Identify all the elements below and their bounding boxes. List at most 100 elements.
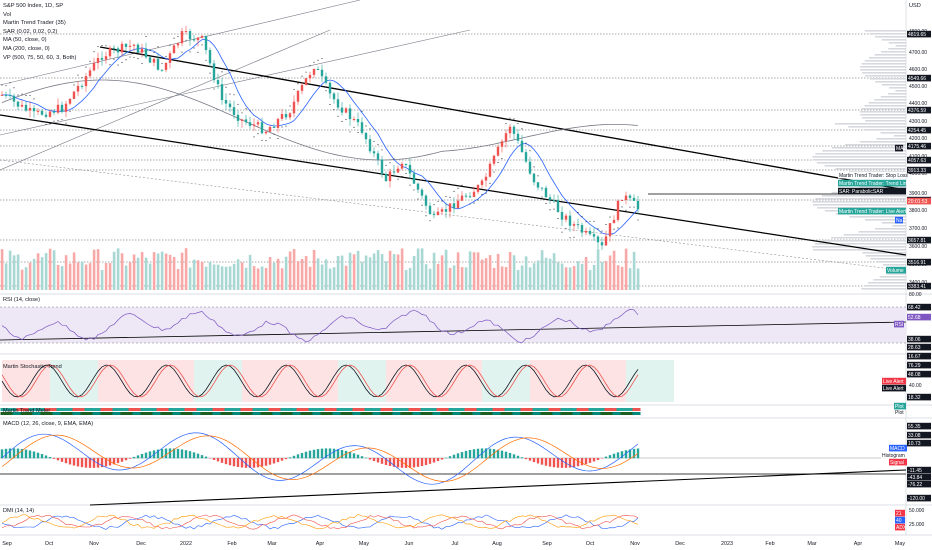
time-tick[interactable]: Aug (492, 541, 502, 547)
candle[interactable] (212, 63, 216, 81)
candle[interactable] (60, 104, 64, 112)
candle[interactable] (300, 85, 304, 91)
time-axis[interactable]: Sep Oct Nov Dec 2022 Feb Mar Apr May Jun Jul Aug Sep… (2, 541, 905, 547)
macd-pane[interactable] (0, 432, 907, 506)
candle[interactable] (124, 43, 128, 47)
macd-title[interactable]: MACD (12, 26, close, 9, EMA, EMA) (3, 421, 94, 427)
candle[interactable] (16, 101, 20, 107)
candle[interactable] (616, 200, 620, 220)
indicator-vp[interactable]: VP (500, 75, 50, 60, 3, Both) (3, 54, 77, 61)
candle[interactable] (256, 122, 260, 125)
candle[interactable] (360, 122, 364, 133)
candle[interactable] (452, 203, 456, 209)
candle[interactable] (488, 163, 492, 177)
candle[interactable] (116, 48, 120, 53)
candle[interactable] (196, 37, 200, 41)
candle[interactable] (248, 122, 252, 126)
candle[interactable] (292, 101, 296, 114)
price-axis[interactable]: 4800.004700.004600.004500.004400.004300.… (838, 29, 931, 531)
candle[interactable] (328, 82, 332, 94)
time-tick[interactable]: Nov (89, 541, 99, 547)
candle[interactable] (340, 107, 344, 113)
candle[interactable] (608, 223, 612, 237)
dmi-pane[interactable] (1, 514, 639, 530)
candle[interactable] (392, 171, 396, 173)
candle[interactable] (296, 90, 300, 102)
candle[interactable] (432, 214, 436, 216)
candle[interactable] (288, 113, 292, 118)
candle[interactable] (276, 118, 280, 128)
candle[interactable] (92, 62, 96, 71)
candle[interactable] (476, 184, 480, 192)
candle[interactable] (72, 91, 76, 99)
candle[interactable] (368, 139, 372, 152)
candle[interactable] (200, 35, 204, 38)
time-tick[interactable]: Sep (2, 541, 12, 547)
candle[interactable] (456, 200, 460, 209)
candle[interactable] (104, 56, 108, 60)
candle[interactable] (544, 187, 548, 198)
time-tick[interactable]: 2023 (721, 541, 733, 547)
candle[interactable] (20, 104, 24, 107)
candle[interactable] (76, 85, 80, 92)
candle[interactable] (420, 189, 424, 196)
candle[interactable] (56, 104, 60, 113)
candle[interactable] (136, 44, 140, 53)
candle[interactable] (40, 110, 44, 115)
candle[interactable] (384, 174, 388, 182)
candle[interactable] (64, 103, 68, 112)
candle[interactable] (68, 98, 72, 104)
indicator-sar[interactable]: SAR (0.02, 0.02, 0.2) (3, 28, 58, 35)
candle[interactable] (36, 110, 40, 112)
candle[interactable] (128, 45, 132, 47)
candle[interactable] (280, 113, 284, 119)
candle[interactable] (620, 199, 624, 201)
candle[interactable] (156, 58, 160, 70)
stochastic-pane[interactable] (1, 360, 674, 402)
candle[interactable] (352, 119, 356, 121)
candle[interactable] (232, 107, 236, 115)
time-tick[interactable]: Dec (675, 541, 685, 547)
candle[interactable] (240, 119, 244, 121)
time-tick[interactable]: Oct (586, 541, 595, 547)
candle[interactable] (528, 161, 532, 174)
candle[interactable] (584, 230, 588, 233)
candle[interactable] (552, 199, 556, 201)
candle[interactable] (612, 219, 616, 224)
time-tick[interactable]: Mar (267, 541, 276, 547)
candle[interactable] (260, 122, 264, 134)
candle[interactable] (580, 225, 584, 233)
candle[interactable] (112, 47, 116, 49)
candle[interactable] (80, 85, 84, 87)
candle[interactable] (244, 119, 248, 123)
candle[interactable] (8, 94, 12, 96)
indicator-ma200[interactable]: MA (200, close, 0) (3, 45, 50, 52)
candle[interactable] (516, 133, 520, 141)
candle[interactable] (388, 171, 392, 182)
rsi-pane[interactable] (0, 306, 907, 344)
time-tick[interactable]: Jun (405, 541, 414, 547)
candle[interactable] (144, 48, 148, 58)
candle[interactable] (576, 224, 580, 226)
time-tick[interactable]: Jul (452, 541, 459, 547)
candle[interactable] (272, 126, 276, 128)
candle[interactable] (560, 212, 564, 220)
candle[interactable] (536, 182, 540, 188)
candle[interactable] (364, 132, 368, 140)
candle[interactable] (96, 58, 100, 63)
candle[interactable] (520, 140, 524, 153)
candle[interactable] (48, 111, 52, 117)
candle[interactable] (372, 151, 376, 154)
candle[interactable] (284, 113, 288, 118)
time-tick[interactable]: Oct (45, 541, 54, 547)
candle[interactable] (624, 195, 628, 200)
time-tick[interactable]: May (359, 541, 369, 547)
time-tick[interactable]: Mar (807, 541, 816, 547)
candle[interactable] (604, 236, 608, 246)
candle[interactable] (448, 203, 452, 212)
candle[interactable] (556, 200, 560, 213)
symbol-title[interactable]: S&P 500 Index, 1D, SP (3, 3, 64, 9)
candle[interactable] (600, 242, 604, 246)
candle[interactable] (268, 126, 272, 132)
candle[interactable] (312, 69, 316, 75)
